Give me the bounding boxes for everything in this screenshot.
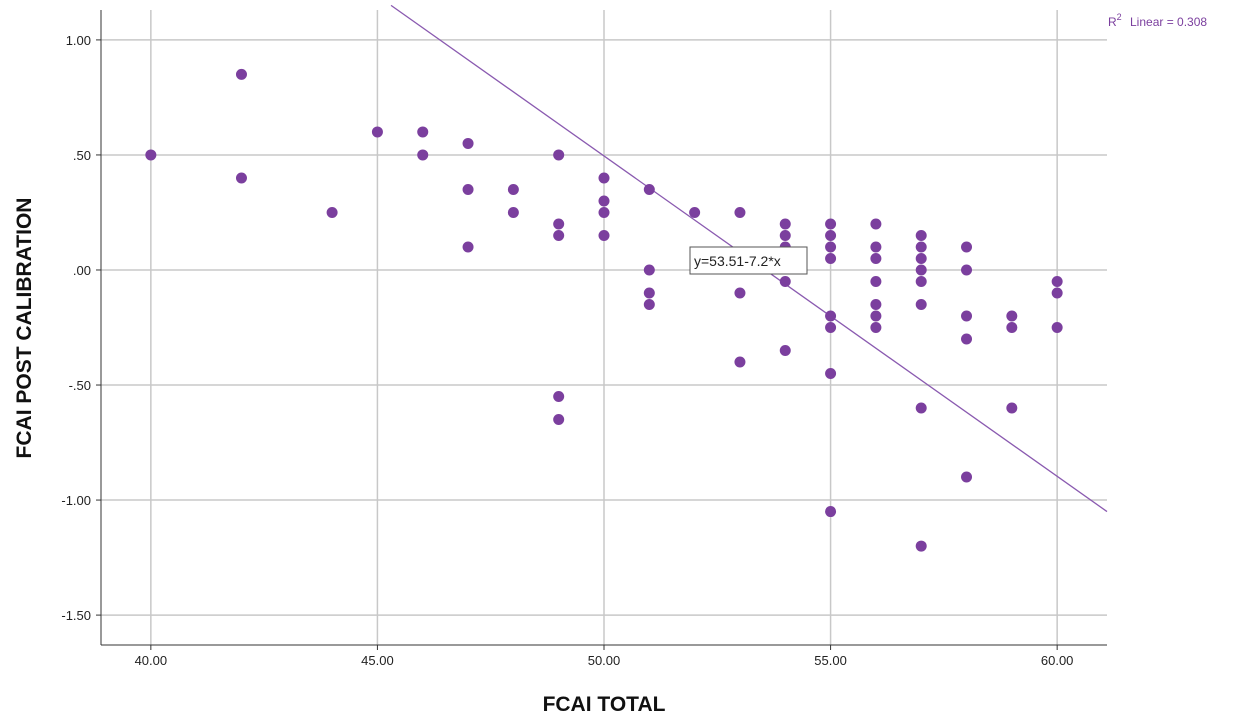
- data-point: [915, 252, 927, 264]
- data-point: [553, 229, 565, 241]
- data-point: [1051, 275, 1063, 287]
- data-point: [825, 506, 837, 518]
- data-point: [825, 368, 837, 380]
- x-axis-title: FCAI TOTAL: [543, 693, 666, 716]
- y-tick-label: .00: [73, 263, 91, 278]
- y-tick-label: .50: [73, 148, 91, 163]
- y-axis-title: FCAI POST CALIBRATION: [13, 198, 36, 459]
- data-point: [779, 229, 791, 241]
- y-tick-labels: 1.00 .50 .00 -.50 -1.00 -1.50: [61, 33, 101, 623]
- data-point: [779, 345, 791, 357]
- data-point: [462, 241, 474, 253]
- data-point: [734, 287, 746, 299]
- data-point: [734, 356, 746, 368]
- data-point: [915, 264, 927, 276]
- data-point: [598, 229, 610, 241]
- x-tick-label: 40.00: [135, 653, 168, 668]
- data-point: [825, 252, 837, 264]
- data-point: [961, 241, 973, 253]
- data-point: [598, 172, 610, 184]
- data-point: [553, 218, 565, 230]
- equation-box: y=53.51-7.2*x: [689, 246, 808, 275]
- data-point: [1051, 287, 1063, 299]
- data-point: [1006, 322, 1018, 333]
- data-point: [961, 310, 973, 322]
- data-point: [915, 275, 927, 287]
- data-point: [825, 229, 837, 241]
- data-point: [417, 126, 429, 138]
- y-tick-label: -1.50: [61, 608, 91, 623]
- data-point: [825, 218, 837, 230]
- data-point: [598, 195, 610, 207]
- data-point: [553, 149, 565, 161]
- data-point: [779, 275, 791, 287]
- data-point: [1051, 322, 1063, 333]
- y-tick-label: 1.00: [66, 33, 91, 48]
- equation-label: y=53.51-7.2*x: [694, 253, 781, 269]
- data-point: [870, 310, 882, 322]
- data-point: [643, 287, 655, 299]
- data-point: [462, 183, 474, 195]
- x-tick-label: 55.00: [814, 653, 847, 668]
- data-point: [235, 172, 247, 184]
- x-tick-label: 50.00: [588, 653, 621, 668]
- data-point: [915, 298, 927, 310]
- data-point: [417, 149, 429, 161]
- data-point: [961, 333, 973, 345]
- data-point: [145, 149, 157, 161]
- y-tick-label: -.50: [69, 378, 91, 393]
- data-point: [825, 241, 837, 253]
- data-point: [326, 206, 338, 218]
- data-point: [598, 206, 610, 218]
- data-point: [961, 471, 973, 483]
- grid-lines: [101, 10, 1107, 645]
- data-point: [643, 183, 655, 195]
- data-point: [961, 264, 973, 276]
- data-point: [1006, 310, 1018, 322]
- data-point: [870, 218, 882, 230]
- data-point: [870, 252, 882, 264]
- data-point: [825, 322, 837, 333]
- data-points: [145, 68, 1063, 552]
- data-point: [734, 206, 746, 218]
- data-point: [870, 322, 882, 333]
- data-point: [915, 402, 927, 414]
- data-point: [643, 264, 655, 276]
- x-tick-label: 60.00: [1041, 653, 1074, 668]
- data-point: [235, 68, 247, 80]
- data-point: [915, 540, 927, 552]
- data-point: [553, 414, 565, 426]
- x-tick-label: 45.00: [361, 653, 394, 668]
- data-point: [870, 275, 882, 287]
- data-point: [643, 298, 655, 310]
- r2-prefix: R2: [1108, 12, 1122, 29]
- data-point: [779, 218, 791, 230]
- data-point: [825, 310, 837, 322]
- data-point: [915, 229, 927, 241]
- data-point: [870, 241, 882, 253]
- x-tick-labels: 40.00 45.00 50.00 55.00 60.00: [135, 645, 1074, 668]
- equation-box-frame: [689, 246, 808, 275]
- data-point: [553, 391, 565, 403]
- data-point: [1006, 402, 1018, 414]
- data-point: [371, 126, 383, 138]
- data-point: [915, 241, 927, 253]
- data-point: [870, 298, 882, 310]
- data-point: [689, 206, 701, 218]
- data-point: [507, 183, 519, 195]
- data-point: [462, 137, 474, 149]
- r2-label: Linear = 0.308: [1130, 15, 1207, 29]
- y-tick-label: -1.00: [61, 493, 91, 508]
- r2-annotation: R2 Linear = 0.308: [1108, 12, 1207, 29]
- data-point: [507, 206, 519, 218]
